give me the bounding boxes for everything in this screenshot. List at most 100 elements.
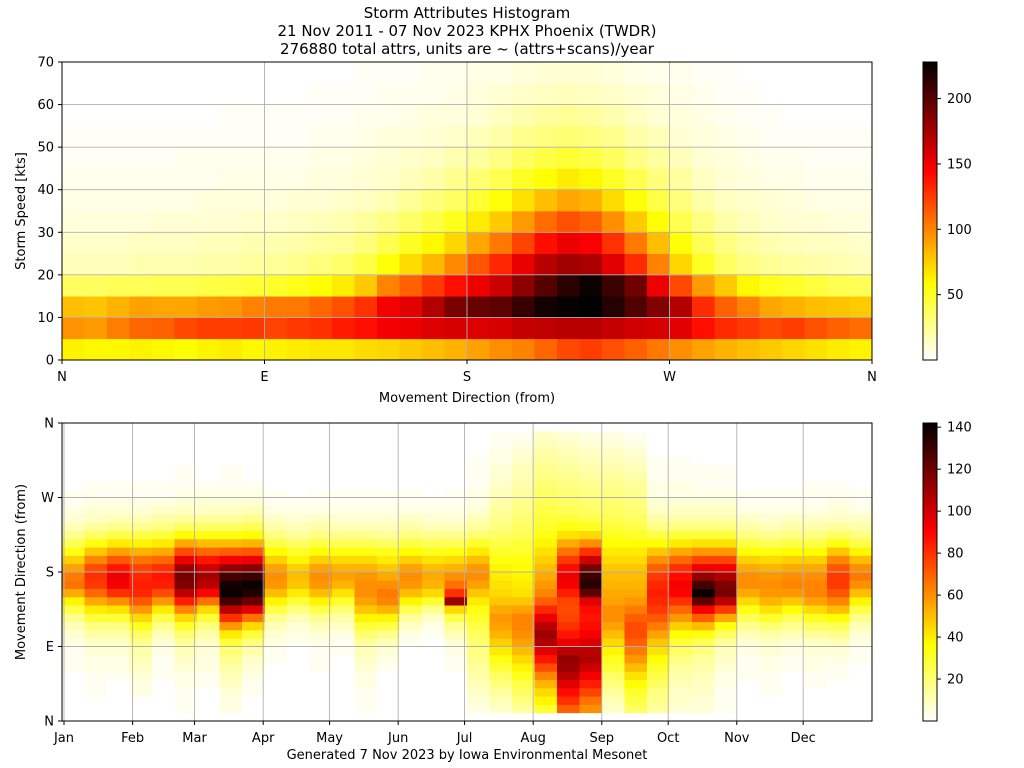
heatmap-cell bbox=[62, 83, 85, 105]
heatmap-cell bbox=[714, 547, 738, 556]
heatmap-cell bbox=[759, 472, 783, 482]
heatmap-cell bbox=[354, 696, 378, 705]
heatmap-cell bbox=[264, 447, 288, 457]
heatmap-cell bbox=[309, 704, 333, 714]
heatmap-cell bbox=[444, 596, 468, 606]
heatmap-cell bbox=[219, 447, 243, 457]
heatmap-cell bbox=[602, 671, 625, 681]
heatmap-cell bbox=[84, 168, 108, 191]
heatmap-cell bbox=[804, 447, 828, 457]
heatmap-cell bbox=[444, 211, 468, 233]
heatmap-cell bbox=[602, 663, 625, 672]
colorbar-swatch bbox=[923, 315, 937, 319]
heatmap-cell bbox=[332, 654, 355, 664]
heatmap-cell bbox=[534, 274, 558, 297]
heatmap-cell bbox=[287, 563, 310, 573]
heatmap-cell bbox=[62, 104, 85, 127]
heatmap-cell bbox=[422, 696, 445, 705]
heatmap-cell bbox=[354, 104, 378, 127]
heatmap-cell bbox=[759, 232, 783, 254]
heatmap-cell bbox=[309, 296, 333, 318]
heatmap-cell bbox=[534, 679, 558, 689]
heatmap-cell bbox=[669, 147, 693, 169]
colorbar-swatch bbox=[923, 183, 937, 187]
heatmap-cell bbox=[534, 338, 558, 361]
heatmap-cell bbox=[174, 480, 198, 490]
heatmap-cell bbox=[354, 671, 378, 681]
heatmap-cell bbox=[602, 547, 625, 556]
heatmap-cell bbox=[737, 338, 760, 361]
heatmap-cell bbox=[152, 605, 175, 614]
heatmap-cell bbox=[579, 296, 603, 318]
heatmap-cell bbox=[624, 654, 648, 664]
heatmap-cell bbox=[579, 472, 603, 482]
heatmap-cell bbox=[242, 629, 265, 639]
heatmap-cell bbox=[849, 489, 873, 498]
heatmap-cell bbox=[714, 505, 738, 515]
heatmap-cell bbox=[849, 605, 873, 614]
heatmap-cell bbox=[107, 125, 130, 148]
heatmap-cell bbox=[669, 696, 693, 705]
heatmap-cell bbox=[219, 62, 243, 84]
heatmap-cell bbox=[264, 317, 288, 340]
heatmap-cell bbox=[669, 431, 693, 440]
heatmap-cell bbox=[512, 646, 535, 656]
heatmap-cell bbox=[354, 555, 378, 565]
heatmap-cell bbox=[534, 613, 558, 623]
heatmap-cell bbox=[264, 687, 288, 697]
heatmap-cell bbox=[624, 456, 648, 465]
heatmap-cell bbox=[152, 629, 175, 639]
heatmap-cell bbox=[467, 588, 490, 598]
heatmap-cell bbox=[264, 147, 288, 169]
heatmap-cell bbox=[242, 480, 265, 490]
heatmap-cell bbox=[759, 464, 783, 474]
heatmap-cell bbox=[737, 547, 760, 556]
heatmap-cell bbox=[107, 654, 130, 664]
heatmap-cell bbox=[287, 83, 310, 105]
heatmap-cell bbox=[512, 480, 535, 490]
heatmap-cell bbox=[399, 696, 423, 705]
heatmap-cell bbox=[129, 423, 153, 432]
heatmap-cell bbox=[152, 580, 175, 589]
heatmap-cell bbox=[129, 62, 153, 84]
heatmap-cell bbox=[354, 189, 378, 212]
heatmap-cell bbox=[647, 147, 670, 169]
heatmap-cell bbox=[692, 189, 715, 212]
heatmap-cell bbox=[242, 580, 265, 589]
heatmap-cell bbox=[737, 464, 760, 474]
heatmap-cell bbox=[264, 439, 288, 449]
colorbar-swatch bbox=[923, 517, 937, 521]
heatmap-cell bbox=[782, 663, 805, 672]
heatmap-cell bbox=[332, 605, 355, 614]
heatmap-cell bbox=[444, 629, 468, 639]
heatmap-cell bbox=[197, 189, 220, 212]
heatmap-cell bbox=[647, 83, 670, 105]
heatmap-cell bbox=[152, 663, 175, 672]
heatmap-cell bbox=[422, 712, 445, 722]
heatmap-cell bbox=[422, 547, 445, 556]
heatmap-cell bbox=[602, 580, 625, 589]
heatmap-cell bbox=[489, 588, 513, 598]
heatmap-cell bbox=[174, 211, 198, 233]
heatmap-cell bbox=[129, 629, 153, 639]
heatmap-cell bbox=[692, 638, 715, 647]
heatmap-cell bbox=[219, 522, 243, 532]
heatmap-cell bbox=[287, 572, 310, 581]
colorbar-swatch bbox=[923, 711, 937, 715]
heatmap-cell bbox=[332, 505, 355, 515]
heatmap-cell bbox=[287, 646, 310, 656]
colorbar-swatch bbox=[923, 480, 937, 484]
heatmap-cell bbox=[759, 168, 783, 191]
heatmap-cell bbox=[827, 338, 850, 361]
colorbar-swatch bbox=[923, 569, 937, 573]
heatmap-cell bbox=[602, 464, 625, 474]
heatmap-cell bbox=[174, 472, 198, 482]
heatmap-cell bbox=[849, 687, 873, 697]
colorbar-swatch bbox=[923, 693, 937, 697]
heatmap-cell bbox=[84, 580, 108, 589]
heatmap-cell bbox=[692, 514, 715, 523]
heatmap-cell bbox=[804, 104, 828, 127]
heatmap-cell bbox=[624, 147, 648, 169]
heatmap-cell bbox=[84, 317, 108, 340]
heatmap-cell bbox=[287, 431, 310, 440]
